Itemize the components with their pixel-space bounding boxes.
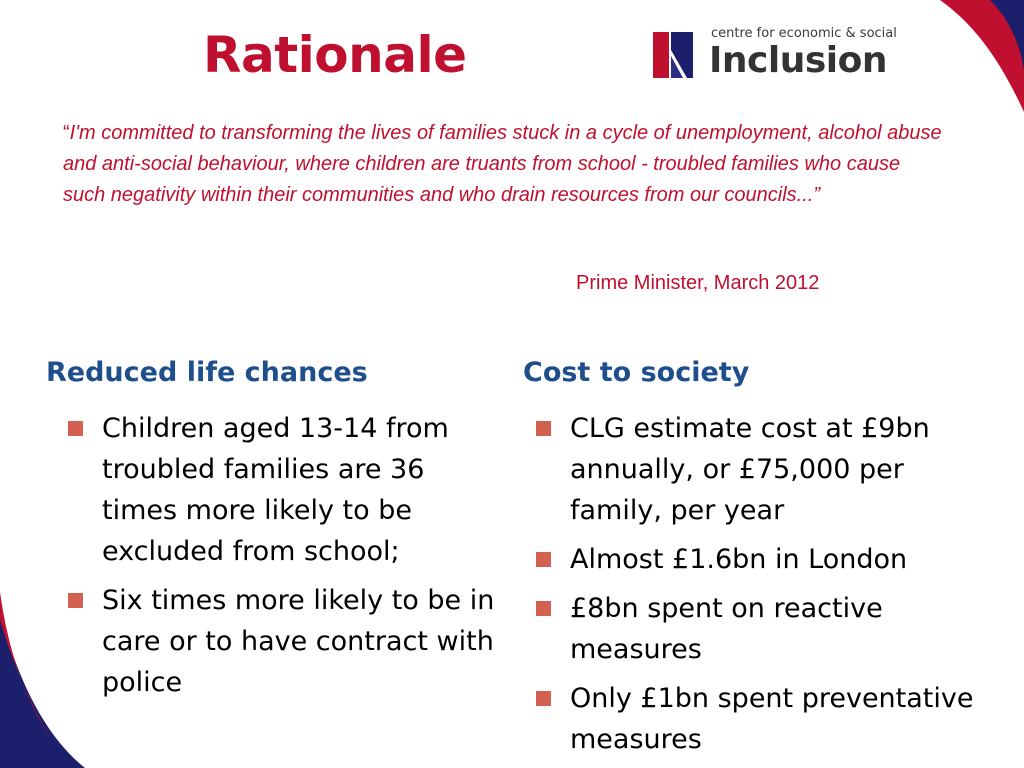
list-item: £8bn spent on reactive measures (536, 588, 976, 670)
square-bullet-icon (536, 421, 551, 436)
logo-name: Inclusion (709, 40, 887, 81)
right-bullet-list: CLG estimate cost at £9bn annually, or £… (536, 408, 976, 768)
square-bullet-icon (68, 593, 83, 608)
quote-text: I'm committed to transforming the lives … (63, 122, 942, 206)
bullet-text: £8bn spent on reactive measures (570, 593, 883, 665)
list-item: Children aged 13-14 from troubled famili… (68, 408, 498, 572)
bullet-text: Children aged 13-14 from troubled famili… (102, 413, 449, 567)
square-bullet-icon (536, 601, 551, 616)
slide-title: Rationale (203, 26, 467, 84)
bullet-text: Almost £1.6bn in London (570, 544, 908, 575)
inclusion-logo: centre for economic & social Inclusion (653, 26, 903, 84)
pm-quote: “I'm committed to transforming the lives… (63, 118, 943, 211)
right-column-heading: Cost to society (523, 357, 750, 388)
list-item: Six times more likely to be in care or t… (68, 580, 498, 703)
list-item: CLG estimate cost at £9bn annually, or £… (536, 408, 976, 531)
inclusion-logo-icon (653, 32, 693, 78)
quote-attribution: Prime Minister, March 2012 (576, 272, 820, 294)
left-bullet-list: Children aged 13-14 from troubled famili… (68, 408, 498, 711)
quote-open-mark: “ (63, 122, 70, 144)
bullet-text: Six times more likely to be in care or t… (102, 585, 495, 698)
square-bullet-icon (536, 552, 551, 567)
square-bullet-icon (68, 421, 83, 436)
logo-tagline: centre for economic & social (711, 26, 897, 41)
left-column-heading: Reduced life chances (46, 357, 368, 388)
square-bullet-icon (536, 691, 551, 706)
list-item: Only £1bn spent preventative measures (536, 678, 976, 760)
bullet-text: Only £1bn spent preventative measures (570, 683, 974, 755)
bullet-text: CLG estimate cost at £9bn annually, or £… (570, 413, 930, 526)
list-item: Almost £1.6bn in London (536, 539, 976, 580)
